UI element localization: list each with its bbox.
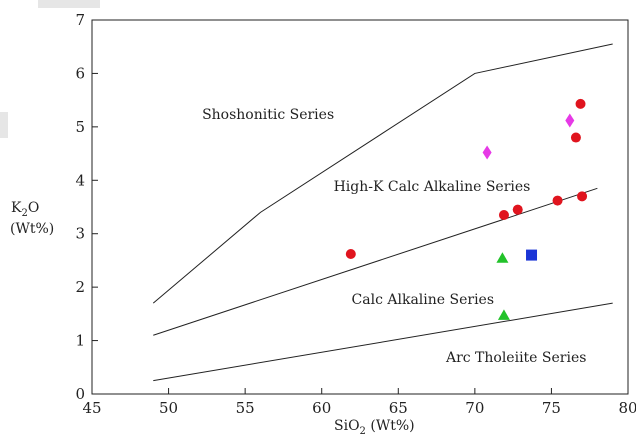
data-point-circle <box>552 195 563 206</box>
region-labels: Shoshonitic Series High-K Calc Alkaline S… <box>202 107 586 366</box>
boundary-line <box>153 187 598 336</box>
x-axis-label: SiO2 (Wt%) <box>334 418 415 437</box>
y-tick-label: 2 <box>75 278 85 296</box>
scan-artifact-top <box>38 0 100 8</box>
x-tick-label: 55 <box>236 399 255 417</box>
x-tick-label: 60 <box>312 399 331 417</box>
y-tick-label: 7 <box>75 11 85 29</box>
data-point-circle <box>512 204 523 215</box>
x-tick-label: 80 <box>618 399 636 417</box>
y-axis-label: K2O <box>11 200 39 219</box>
x-tick-label: 75 <box>542 399 561 417</box>
region-label: Calc Alkaline Series <box>352 292 494 308</box>
y-tick-label: 4 <box>75 171 85 189</box>
x-tick-label: 65 <box>389 399 408 417</box>
axis-labels: SiO2 (Wt%) K2O (Wt%) <box>10 200 415 437</box>
data-point-triangle <box>496 252 509 263</box>
plot-frame <box>91 19 629 395</box>
region-label: High-K Calc Alkaline Series <box>334 179 531 195</box>
data-point-circle <box>345 249 356 260</box>
boundary-lines <box>152 43 613 382</box>
region-label: Shoshonitic Series <box>202 107 334 123</box>
data-point-square <box>526 249 538 261</box>
data-point-diamond <box>482 145 492 160</box>
y-tick-label: 5 <box>75 118 85 136</box>
data-point-diamond <box>565 113 575 128</box>
y-tick-label: 6 <box>75 64 85 82</box>
data-point-triangle <box>497 309 510 320</box>
data-point-circle <box>575 98 586 109</box>
x-tick-label: 50 <box>159 399 178 417</box>
y-tick-label: 3 <box>75 225 85 243</box>
boundary-line <box>152 43 613 304</box>
scan-artifact-left <box>0 112 8 138</box>
y-tick-label: 1 <box>75 332 85 350</box>
boundary-line <box>153 302 613 382</box>
data-point-circle <box>570 132 581 143</box>
region-label: Arc Tholeiite Series <box>445 350 586 366</box>
x-tick-label: 70 <box>465 399 484 417</box>
x-tick-label: 45 <box>82 399 101 417</box>
data-points <box>345 98 588 320</box>
y-tick-label: 0 <box>75 385 85 403</box>
data-point-circle <box>498 210 509 221</box>
y-axis-unit: (Wt%) <box>10 221 54 237</box>
data-point-circle <box>577 191 588 202</box>
